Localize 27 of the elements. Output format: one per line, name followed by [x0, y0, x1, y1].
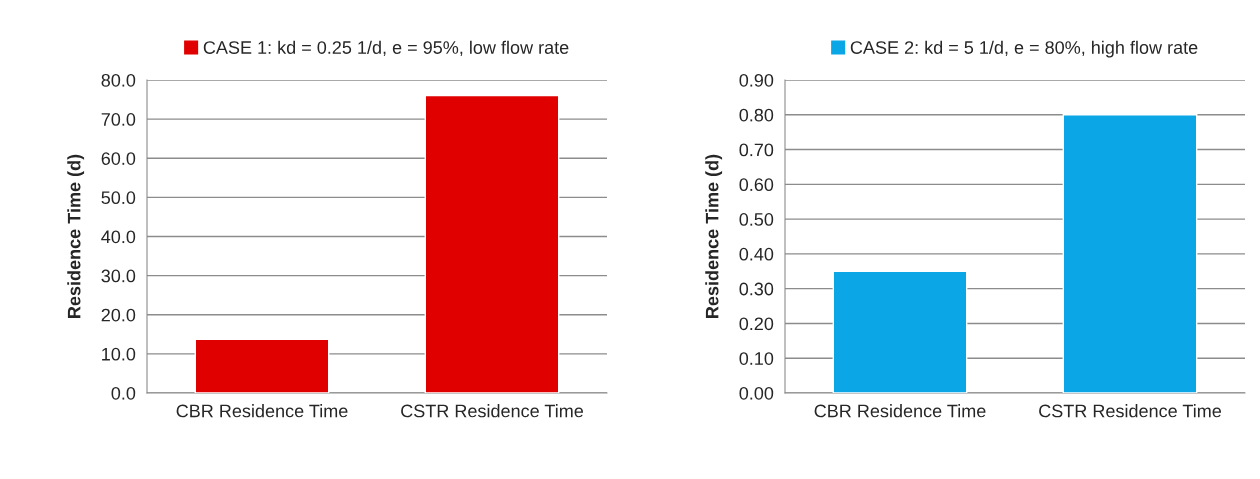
x-tick-label: CBR Residence Time — [814, 404, 986, 418]
y-tick-label: 60.0 — [101, 152, 136, 165]
y-tick-label: 0.10 — [739, 352, 774, 365]
y-tick-label: 50.0 — [101, 191, 136, 205]
y-tick-label: 0.20 — [739, 317, 774, 331]
y-tick-label: 80.0 — [101, 73, 136, 87]
y-tick-label: 0.60 — [739, 178, 774, 192]
y-tick-label: 70.0 — [101, 113, 136, 126]
y-tick-label: 10.0 — [102, 347, 136, 361]
y-tick-label: 0.80 — [739, 108, 774, 122]
y-tick-label: 0.50 — [739, 213, 774, 226]
y-tick-label: 0.40 — [739, 247, 774, 261]
y-tick-label: 30.0 — [101, 269, 136, 283]
y-tick-label: 0.00 — [739, 386, 774, 400]
y-tick-label: 0.70 — [739, 143, 774, 157]
y-tick-label: 0.30 — [739, 282, 774, 296]
y-axis-title: Residence Time (d) — [67, 154, 85, 318]
legend-label: CASE 2: kd = 5 1/d, e = 80%, high flow rate — [850, 40, 1198, 58]
y-tick-label: 0.90 — [739, 73, 774, 87]
x-tick-label: CSTR Residence Time — [1039, 404, 1222, 418]
y-tick-label: 0.0 — [111, 386, 136, 400]
x-tick-label: CSTR Residence Time — [401, 404, 584, 418]
y-tick-label: 20.0 — [101, 308, 136, 322]
legend-label: CASE 1: kd = 0.25 1/d, e = 95%, low flow rate — [203, 40, 569, 57]
y-axis-title: Residence Time (d) — [705, 154, 723, 318]
x-tick-label: CBR Residence Time — [176, 404, 348, 418]
y-tick-label: 40.0 — [101, 230, 136, 244]
